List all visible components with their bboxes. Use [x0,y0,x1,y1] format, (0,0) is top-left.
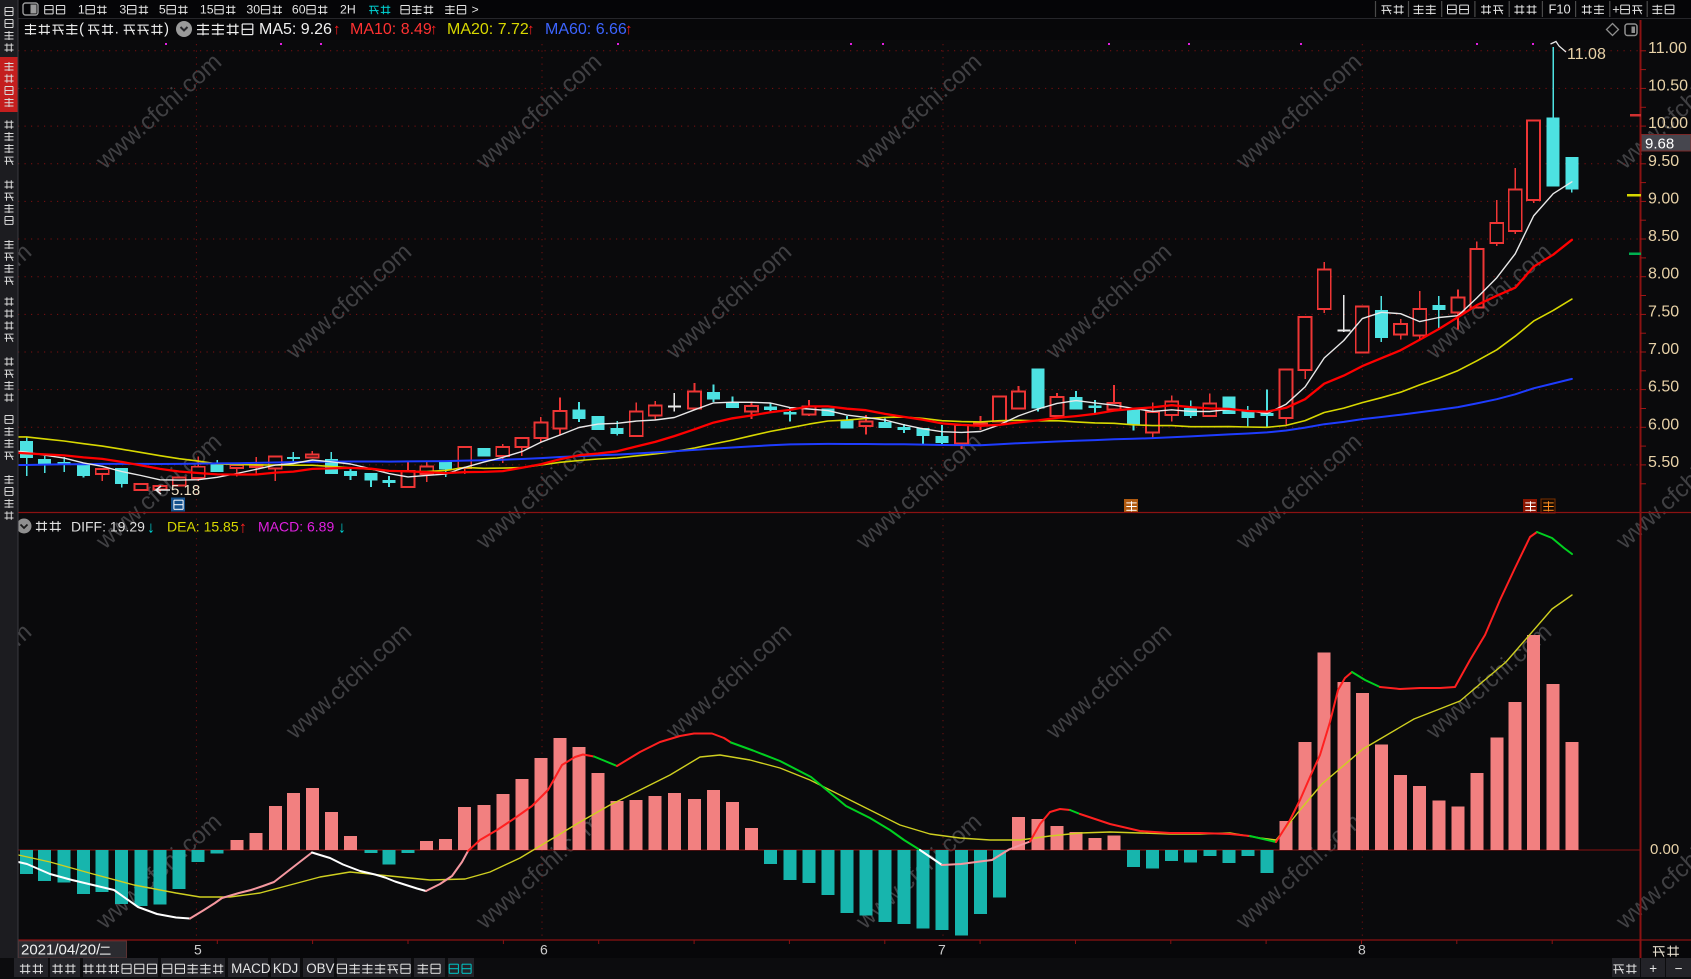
svg-text:MA60: 6.66: MA60: 6.66 [545,21,627,38]
svg-text:+: + [1612,1,1620,16]
svg-text:): ) [164,22,169,38]
svg-text:7.00: 7.00 [1648,341,1679,358]
svg-text:MA20: 7.72: MA20: 7.72 [447,21,529,38]
svg-text:7.50: 7.50 [1648,303,1679,320]
svg-text:7: 7 [938,942,946,958]
svg-text:(: ( [79,22,84,38]
svg-text:F10: F10 [1549,1,1571,16]
svg-text:>: > [472,3,479,17]
svg-text:↑: ↑ [625,21,633,38]
svg-text:6.00: 6.00 [1648,416,1679,433]
svg-text:15: 15 [200,3,214,17]
svg-text:11.00: 11.00 [1648,40,1687,57]
svg-text:10.00: 10.00 [1648,115,1688,132]
svg-text:DIFF: 19.29: DIFF: 19.29 [71,519,145,535]
svg-text:↑: ↑ [430,21,438,38]
svg-text:↓: ↓ [147,520,155,537]
svg-text:KDJ: KDJ [273,961,298,976]
svg-text:.: . [115,22,119,38]
svg-text:30: 30 [246,3,260,17]
svg-text:OBV: OBV [306,961,334,976]
svg-text:2021/04/20/: 2021/04/20/ [21,942,101,959]
svg-text:−: − [1675,961,1683,976]
svg-text:MA10: 8.49: MA10: 8.49 [350,21,432,38]
svg-text:5.18: 5.18 [171,482,200,499]
svg-text:8.00: 8.00 [1648,266,1679,283]
svg-text:9.50: 9.50 [1648,153,1679,170]
svg-text:DEA: 15.85: DEA: 15.85 [167,519,239,535]
svg-text:3: 3 [119,3,126,17]
svg-text:↑: ↑ [239,520,247,537]
svg-text:8: 8 [1358,942,1366,958]
svg-text:5.50: 5.50 [1648,454,1679,471]
svg-text:9.00: 9.00 [1648,190,1679,207]
svg-text:2H: 2H [340,3,356,17]
svg-text:0.00: 0.00 [1650,841,1679,858]
svg-text:60: 60 [292,3,306,17]
svg-text:6: 6 [540,942,548,958]
svg-text:9.68: 9.68 [1645,136,1674,153]
svg-text:MACD: 6.89: MACD: 6.89 [258,519,334,535]
svg-text:+: + [1649,961,1657,976]
svg-text:11.08: 11.08 [1567,46,1606,63]
svg-text:↑: ↑ [333,21,341,38]
svg-text:MACD: MACD [231,961,271,976]
svg-text:↑: ↑ [527,21,535,38]
svg-text:5: 5 [194,942,202,958]
svg-text:MA5: 9.26: MA5: 9.26 [259,21,332,38]
svg-text:8.50: 8.50 [1648,228,1679,245]
svg-text:5: 5 [159,3,166,17]
svg-text:6.50: 6.50 [1648,379,1679,396]
svg-text:10.50: 10.50 [1648,77,1688,94]
svg-text:↓: ↓ [338,520,346,537]
svg-text:1: 1 [78,3,85,17]
